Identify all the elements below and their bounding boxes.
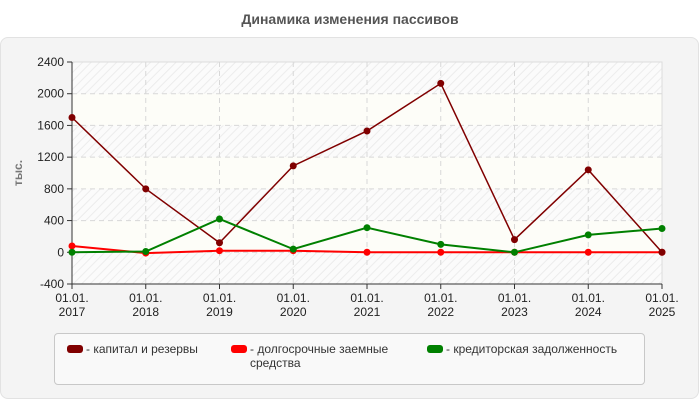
data-point[interactable] xyxy=(363,248,371,256)
data-point[interactable] xyxy=(363,127,371,135)
y-tick-label: 1600 xyxy=(37,118,64,132)
data-point[interactable] xyxy=(68,114,76,121)
data-point[interactable] xyxy=(68,242,76,250)
series-line xyxy=(68,79,666,256)
chart-title: Динамика изменения пассивов xyxy=(241,11,459,27)
y-axis-label: тыс. xyxy=(11,160,25,186)
x-tick-label: 2025 xyxy=(649,305,676,319)
data-point[interactable] xyxy=(142,185,150,193)
data-point[interactable] xyxy=(511,248,518,256)
data-point[interactable] xyxy=(289,245,297,253)
data-point[interactable] xyxy=(437,248,445,256)
x-tick-label: 2024 xyxy=(575,305,602,319)
x-tick-label: 2018 xyxy=(132,305,159,319)
data-point[interactable] xyxy=(216,215,223,223)
x-tick-label: 01.01. xyxy=(129,291,162,305)
data-point[interactable] xyxy=(216,239,223,247)
y-tick-label: 800 xyxy=(44,182,64,196)
y-tick-label: 2000 xyxy=(37,87,64,101)
data-point[interactable] xyxy=(584,166,592,174)
x-tick-label: 01.01. xyxy=(350,291,383,305)
x-tick-label: 2021 xyxy=(354,305,381,319)
x-tick-label: 01.01. xyxy=(277,291,310,305)
legend-label: - капитал и резервы xyxy=(86,342,198,356)
legend-item-accounts-payable[interactable]: - кредиторская задолженность xyxy=(427,342,617,356)
data-point[interactable] xyxy=(437,240,445,248)
x-tick-label: 01.01. xyxy=(572,291,605,305)
data-point[interactable] xyxy=(363,224,371,232)
data-point[interactable] xyxy=(511,236,518,244)
y-tick-label: 2400 xyxy=(37,55,64,69)
legend-item-long-term-loans[interactable]: - долгосрочные заемные средства xyxy=(231,342,400,370)
legend-swatch-capital xyxy=(67,345,83,353)
legend-label: - долгосрочные заемные средства xyxy=(250,342,389,370)
data-point[interactable] xyxy=(584,231,592,239)
x-tick-label: 2022 xyxy=(427,305,454,319)
data-point[interactable] xyxy=(289,162,297,170)
x-tick-label: 01.01. xyxy=(55,291,88,305)
data-point[interactable] xyxy=(68,248,76,256)
x-tick-label: 2019 xyxy=(206,305,233,319)
data-point[interactable] xyxy=(216,247,223,255)
data-point[interactable] xyxy=(142,247,150,255)
y-tick-label: -400 xyxy=(40,277,64,291)
legend-swatch-long-term-loans xyxy=(231,345,247,353)
legend-item-capital[interactable]: - капитал и резервы xyxy=(67,342,198,356)
series-line xyxy=(68,215,666,256)
data-point[interactable] xyxy=(658,248,666,256)
x-tick-label: 01.01. xyxy=(498,291,531,305)
x-tick-label: 01.01. xyxy=(203,291,236,305)
x-tick-label: 01.01. xyxy=(645,291,678,305)
legend: - капитал и резервы - долгосрочные заемн… xyxy=(54,333,645,385)
x-tick-label: 2023 xyxy=(501,305,528,319)
legend-swatch-accounts-payable xyxy=(427,345,443,353)
data-point[interactable] xyxy=(584,248,592,256)
x-tick-label: 01.01. xyxy=(424,291,457,305)
data-point[interactable] xyxy=(437,79,445,87)
y-tick-label: 400 xyxy=(44,214,64,228)
x-tick-label: 2020 xyxy=(280,305,307,319)
y-tick-label: 1200 xyxy=(37,150,64,164)
x-tick-label: 2017 xyxy=(59,305,86,319)
data-point[interactable] xyxy=(658,225,666,232)
y-tick-label: 0 xyxy=(57,245,64,259)
legend-label: - кредиторская задолженность xyxy=(446,342,618,356)
